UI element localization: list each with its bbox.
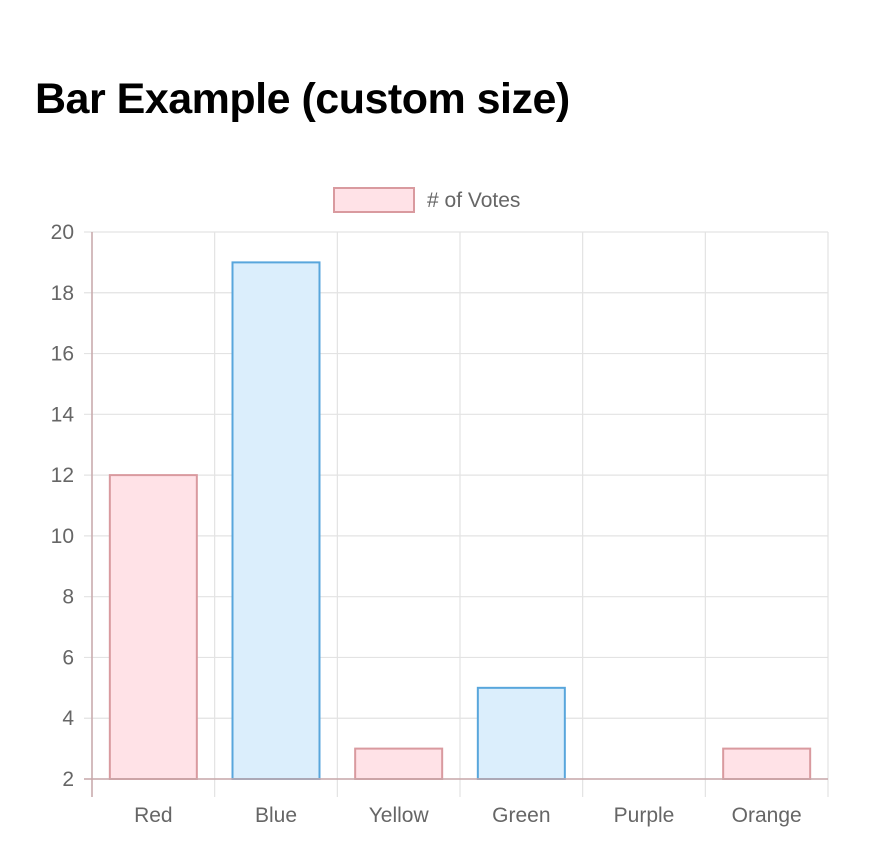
bar-red[interactable]: [108, 474, 198, 780]
y-tick-label: 16: [51, 343, 74, 366]
x-tick-label: Orange: [732, 804, 802, 827]
bar-green[interactable]: [476, 686, 566, 780]
bar-yellow[interactable]: [354, 747, 444, 780]
page-title: Bar Example (custom size): [35, 75, 570, 123]
y-tick-label: 10: [51, 525, 74, 548]
x-tick-label: Green: [492, 804, 550, 827]
bars-layer: [108, 261, 812, 780]
y-tick-label: 4: [62, 707, 74, 730]
y-tick-label: 6: [62, 646, 74, 669]
y-tick-label: 12: [51, 464, 74, 487]
legend-swatch[interactable]: [333, 187, 415, 213]
chart-legend[interactable]: # of Votes: [333, 187, 520, 213]
x-tick-label: Yellow: [369, 804, 430, 827]
y-tick-label: 14: [51, 403, 75, 426]
x-tick-label: Purple: [614, 804, 675, 827]
x-tick-label: Red: [134, 804, 173, 827]
y-tick-label: 18: [51, 282, 74, 305]
bar-orange[interactable]: [722, 747, 812, 780]
y-tick-label: 20: [51, 221, 74, 244]
x-tick-label: Blue: [255, 804, 297, 827]
legend-label[interactable]: # of Votes: [427, 189, 520, 212]
axis-layer: 2 4 6 8 10 12 14 16 18 20 Red Blue Yellow Green Purple…: [51, 221, 828, 827]
y-tick-label: 8: [62, 586, 74, 609]
bar-blue[interactable]: [231, 261, 321, 780]
y-tick-label: 2: [62, 768, 74, 791]
